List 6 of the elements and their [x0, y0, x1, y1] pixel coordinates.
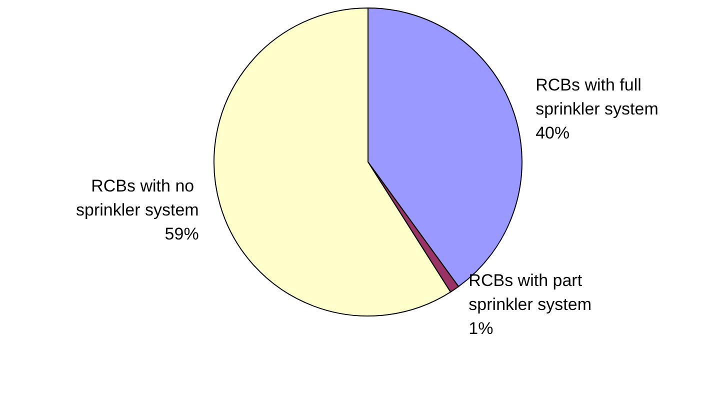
slice-label: RCBs with no sprinkler system — [76, 176, 199, 220]
data-label: 1% — [468, 318, 494, 338]
data-label: 40% — [536, 123, 570, 142]
slice-label: RCBs with part sprinkler system — [468, 270, 592, 314]
slice-label: RCBs with full sprinkler system — [536, 75, 658, 118]
data-label: 59% — [164, 224, 199, 244]
